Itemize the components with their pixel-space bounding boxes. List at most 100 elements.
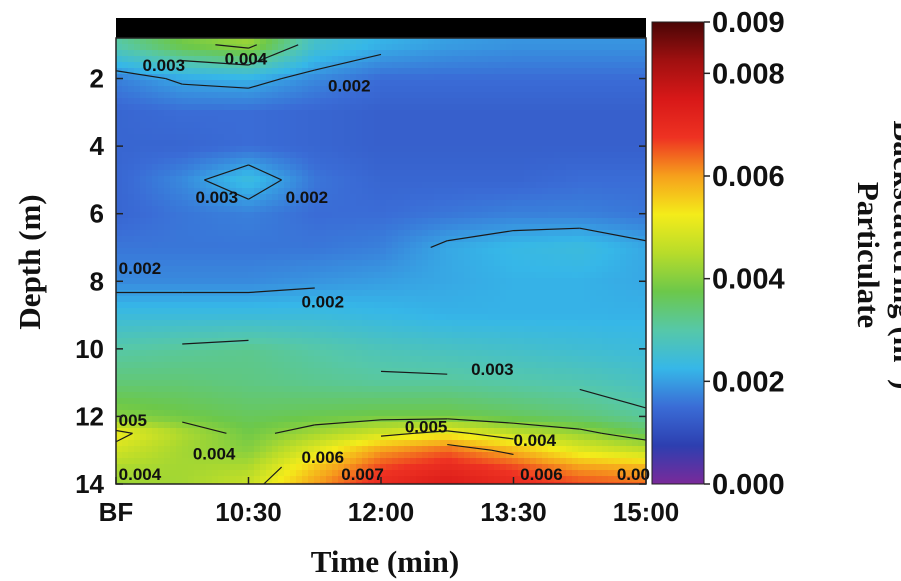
heat-cell (590, 134, 597, 141)
heat-cell (578, 248, 585, 255)
heat-cell (434, 128, 441, 135)
heat-cell (596, 236, 603, 243)
heat-cell (362, 68, 369, 75)
heat-cell (614, 80, 621, 87)
heat-cell (224, 242, 231, 249)
heat-cell (530, 302, 537, 309)
heat-cell (566, 56, 573, 63)
heat-cell (500, 68, 507, 75)
heat-cell (302, 368, 309, 375)
heat-cell (182, 326, 189, 333)
heat-cell (554, 350, 561, 357)
heat-cell (542, 80, 549, 87)
heat-cell (278, 86, 285, 93)
heat-cell (308, 38, 315, 45)
heat-cell (236, 254, 243, 261)
heat-cell (302, 104, 309, 111)
heat-cell (578, 260, 585, 267)
heat-cell (572, 332, 579, 339)
heat-cell (386, 92, 393, 99)
heat-cell (182, 140, 189, 147)
heat-cell (290, 236, 297, 243)
heat-cell (248, 50, 255, 57)
heat-cell (344, 278, 351, 285)
heat-cell (338, 200, 345, 207)
heat-cell (536, 272, 543, 279)
heat-cell (200, 332, 207, 339)
heat-cell (194, 284, 201, 291)
heat-cell (554, 242, 561, 249)
heat-cell (302, 242, 309, 249)
heat-cell (320, 338, 327, 345)
heat-cell (380, 248, 387, 255)
heat-cell (188, 368, 195, 375)
heat-cell (626, 296, 633, 303)
heat-cell (368, 62, 375, 69)
heat-cell (596, 158, 603, 165)
heat-cell (542, 56, 549, 63)
heat-cell (254, 254, 261, 261)
heat-cell (620, 350, 627, 357)
heat-cell (182, 344, 189, 351)
heat-cell (614, 56, 621, 63)
heat-cell (266, 230, 273, 237)
heat-cell (398, 68, 405, 75)
heat-cell (434, 62, 441, 69)
heat-cell (248, 68, 255, 75)
heat-cell (416, 200, 423, 207)
heat-cell (500, 74, 507, 81)
heat-cell (314, 230, 321, 237)
heat-cell (512, 218, 519, 225)
heat-cell (230, 38, 237, 45)
heat-cell (140, 230, 147, 237)
heat-cell (536, 302, 543, 309)
heat-cell (182, 356, 189, 363)
heat-cell (404, 308, 411, 315)
heat-cell (302, 290, 309, 297)
heat-cell (314, 332, 321, 339)
heat-cell (626, 200, 633, 207)
heat-cell (206, 320, 213, 327)
heat-cell (374, 344, 381, 351)
heat-cell (212, 56, 219, 63)
heat-cell (338, 242, 345, 249)
heat-cell (566, 194, 573, 201)
heat-cell (434, 356, 441, 363)
heat-cell (254, 188, 261, 195)
heat-cell (254, 236, 261, 243)
heat-cell (152, 104, 159, 111)
heat-cell (542, 260, 549, 267)
heat-cell (548, 152, 555, 159)
heat-cell (596, 320, 603, 327)
heat-cell (392, 146, 399, 153)
heat-cell (164, 44, 171, 51)
heat-cell (524, 128, 531, 135)
heat-cell (254, 104, 261, 111)
heat-cell (638, 314, 645, 321)
heat-cell (530, 188, 537, 195)
heat-cell (368, 350, 375, 357)
heat-cell (620, 140, 627, 147)
heat-cell (470, 218, 477, 225)
heat-cell (566, 284, 573, 291)
heat-cell (290, 218, 297, 225)
heat-cell (608, 344, 615, 351)
heat-cell (620, 134, 627, 141)
heat-cell (578, 56, 585, 63)
heat-cell (272, 152, 279, 159)
heat-cell (476, 350, 483, 357)
heat-cell (458, 248, 465, 255)
heat-cell (482, 68, 489, 75)
heat-cell (410, 176, 417, 183)
heat-cell (584, 44, 591, 51)
heat-cell (410, 50, 417, 57)
heat-cell (356, 260, 363, 267)
heat-cell (524, 248, 531, 255)
heat-cell (140, 284, 147, 291)
heat-cell (428, 158, 435, 165)
heat-cell (248, 74, 255, 81)
heat-cell (374, 176, 381, 183)
heat-cell (368, 92, 375, 99)
heat-cell (374, 338, 381, 345)
heat-cell (530, 338, 537, 345)
